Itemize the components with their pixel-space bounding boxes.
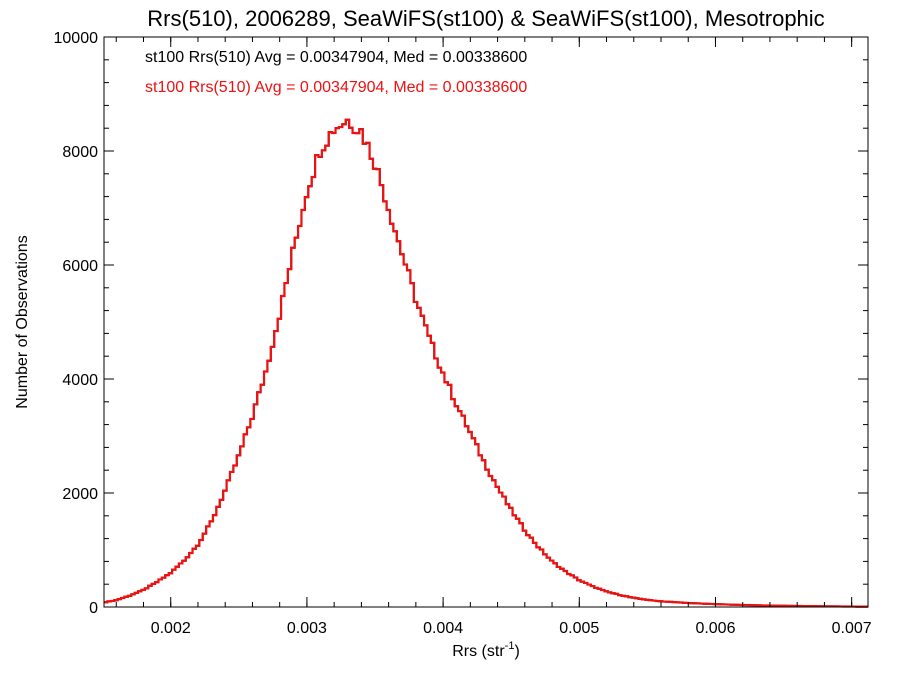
y-axis-label-group: Number of Observations	[14, 235, 31, 408]
x-tick-label: 0.003	[287, 620, 327, 637]
x-axis-label-superscript: -1	[505, 640, 515, 652]
x-tick-label: 0.006	[695, 620, 735, 637]
x-tick-label: 0.005	[559, 620, 599, 637]
x-axis-label-base: Rrs (str	[452, 643, 505, 660]
plot-frame	[103, 36, 869, 608]
y-tick-label: 10000	[54, 30, 99, 47]
chart-title: Rrs(510), 2006289, SeaWiFS(st100) & SeaW…	[147, 6, 824, 31]
y-tick-label: 4000	[62, 372, 98, 389]
y-tick-label: 2000	[62, 486, 98, 503]
y-axis-label: Number of Observations	[14, 235, 31, 408]
series-layer	[104, 118, 868, 608]
x-axis-label-close: )	[514, 643, 519, 660]
ticks-layer: 0.002 0.003 0.004 0.005 0.006 0.007 0 2000 4000 6…	[54, 30, 872, 637]
y-tick-label: 8000	[62, 144, 98, 161]
y-tick-label: 0	[89, 600, 98, 617]
legend-entry-0: st100 Rrs(510) Avg = 0.00347904, Med = 0…	[145, 49, 527, 66]
x-tick-label: 0.004	[423, 620, 463, 637]
series-1-histogram	[104, 118, 868, 608]
legend-entry-1: st100 Rrs(510) Avg = 0.00347904, Med = 0…	[145, 79, 527, 96]
x-axis-label: Rrs (str-1)	[452, 640, 520, 660]
series-0-histogram	[104, 118, 868, 608]
x-tick-label: 0.007	[832, 620, 872, 637]
x-tick-label: 0.002	[151, 620, 191, 637]
y-tick-label: 6000	[62, 258, 98, 275]
legend: st100 Rrs(510) Avg = 0.00347904, Med = 0…	[145, 49, 527, 96]
